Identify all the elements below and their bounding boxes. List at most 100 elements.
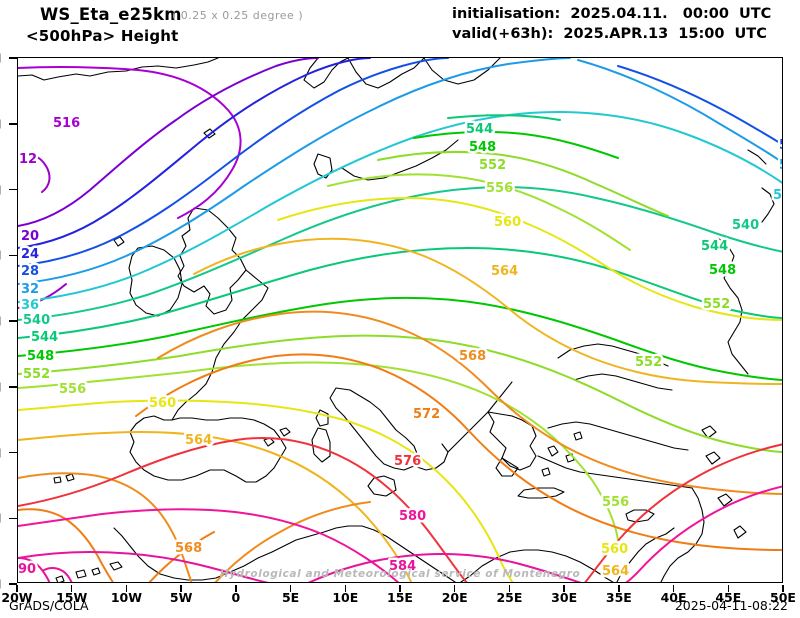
svg-text:568: 568 (175, 541, 202, 556)
longitude-axis: 20W 15W 10W 5W 0 5E 10E 15E 20E 25E 30E 35E 40E 45E 50… (0, 585, 800, 605)
contour-544b (447, 114, 561, 121)
footer-grads-credit: GrADS/COLA (9, 598, 89, 613)
latitude-tick (9, 583, 17, 585)
longitude-tick-label: 30E (551, 590, 578, 605)
contour-544 (18, 247, 782, 339)
latitude-tick (9, 451, 17, 454)
contour-560 (18, 399, 514, 582)
svg-text:24: 24 (21, 247, 39, 262)
svg-text:568: 568 (459, 349, 486, 364)
latitude-tick-label: N (0, 379, 1, 394)
contour-label: 36 (21, 298, 39, 313)
contour-524 (18, 58, 371, 249)
longitude-tick-label: 45E (715, 590, 742, 605)
longitude-tick-label: 15W (56, 590, 88, 605)
longitude-tick (782, 585, 784, 592)
svg-text:544: 544 (701, 239, 728, 254)
svg-text:548: 548 (469, 140, 496, 155)
svg-text:36: 36 (21, 298, 39, 313)
contour-560b (277, 197, 782, 321)
longitude-tick-label: 10E (332, 590, 359, 605)
longitude-tick (508, 585, 511, 592)
longitude-tick (289, 585, 292, 592)
svg-text:536: 536 (773, 188, 783, 203)
svg-text:552: 552 (23, 367, 50, 382)
svg-text:540: 540 (732, 218, 759, 233)
contour-label: 560 (601, 542, 628, 557)
contour-label: 556 (486, 181, 513, 196)
latitude-tick (9, 517, 17, 519)
contour-532r (577, 59, 782, 164)
contour-label: 564 (602, 564, 629, 579)
contour-label: 552 (703, 297, 730, 312)
contour-516 (18, 65, 242, 219)
contour-label: 548 (709, 263, 736, 278)
longitude-tick-label: 25E (496, 590, 523, 605)
longitude-tick (16, 585, 18, 592)
contour-590b (43, 567, 73, 582)
longitude-tick (672, 585, 675, 592)
contour-label: 90 (18, 562, 36, 577)
contour-label: 552 (23, 367, 50, 382)
contour-label: 536 (773, 188, 783, 203)
svg-text:552: 552 (635, 355, 662, 370)
contour-568b (157, 310, 782, 495)
longitude-tick (453, 585, 456, 592)
contour-label: 560 (149, 396, 176, 411)
footer-timestamp: 2025-04-11-08:22 (674, 598, 788, 613)
contour-label: 540 (23, 313, 50, 328)
contour-label: 556 (59, 382, 86, 397)
svg-text:90: 90 (18, 562, 36, 577)
contour-568 (18, 472, 193, 582)
contour-564b (193, 237, 782, 385)
longitude-tick (399, 585, 401, 592)
contour-label: 544 (701, 239, 728, 254)
latitude-tick-label: N (0, 511, 1, 526)
contour-label: 53 (779, 158, 783, 173)
svg-text:548: 548 (27, 349, 54, 364)
svg-text:544: 544 (466, 122, 493, 137)
contour-label: 28 (21, 264, 39, 279)
svg-text:552: 552 (479, 158, 506, 173)
longitude-tick-label: 0 (231, 590, 241, 605)
contour-580b (625, 485, 782, 582)
contour-584b (308, 553, 582, 582)
model-resolution: ( 0.25 x 0.25 degree ) (172, 9, 304, 22)
contour-map-svg: 5165161212202024242828323236365405405445… (18, 58, 783, 582)
contour-label: 548 (27, 349, 54, 364)
svg-text:560: 560 (601, 542, 628, 557)
chart-header: WS_Eta_e25km ( 0.25 x 0.25 degree ) <500… (0, 0, 800, 52)
contour-label: 540 (732, 218, 759, 233)
contour-map-plot: 516 516 12 12 20 20 24 24 28 28 32 32 36 36 540 540 544 5… (17, 57, 783, 583)
contour-576b (584, 443, 782, 582)
svg-text:564: 564 (491, 264, 518, 279)
latitude-tick (9, 57, 17, 59)
longitude-tick-label: 20E (441, 590, 468, 605)
contour-552b (377, 151, 669, 217)
contour-label: 584 (389, 559, 416, 574)
contour-label: 52 (779, 138, 783, 153)
contour-568c (214, 501, 371, 582)
longitude-tick-label: 40E (660, 590, 687, 605)
valid-time: valid(+63h): 2025.APR.13 15:00 UTC (452, 26, 767, 42)
svg-text:20: 20 (21, 229, 39, 244)
contour-520 (18, 58, 319, 227)
latitude-tick-label: N (0, 116, 1, 131)
contour-label: 32 (21, 282, 39, 297)
contour-536 (18, 111, 782, 303)
contour-label: 560 (494, 215, 521, 230)
longitude-tick (125, 585, 128, 592)
contour-lines-layer (18, 58, 782, 582)
contour-label: 24 (21, 247, 39, 262)
contour-label: 568 (459, 349, 486, 364)
svg-text:556: 556 (59, 382, 86, 397)
latitude-tick (9, 188, 17, 191)
longitude-tick-label: 20W (1, 590, 33, 605)
longitude-tick (344, 585, 347, 592)
contour-label: 564 (491, 264, 518, 279)
longitude-tick (727, 585, 730, 592)
svg-text:564: 564 (602, 564, 629, 579)
contour-572c (148, 531, 215, 582)
contour-label: 20 (21, 229, 39, 244)
svg-text:12: 12 (19, 152, 37, 167)
